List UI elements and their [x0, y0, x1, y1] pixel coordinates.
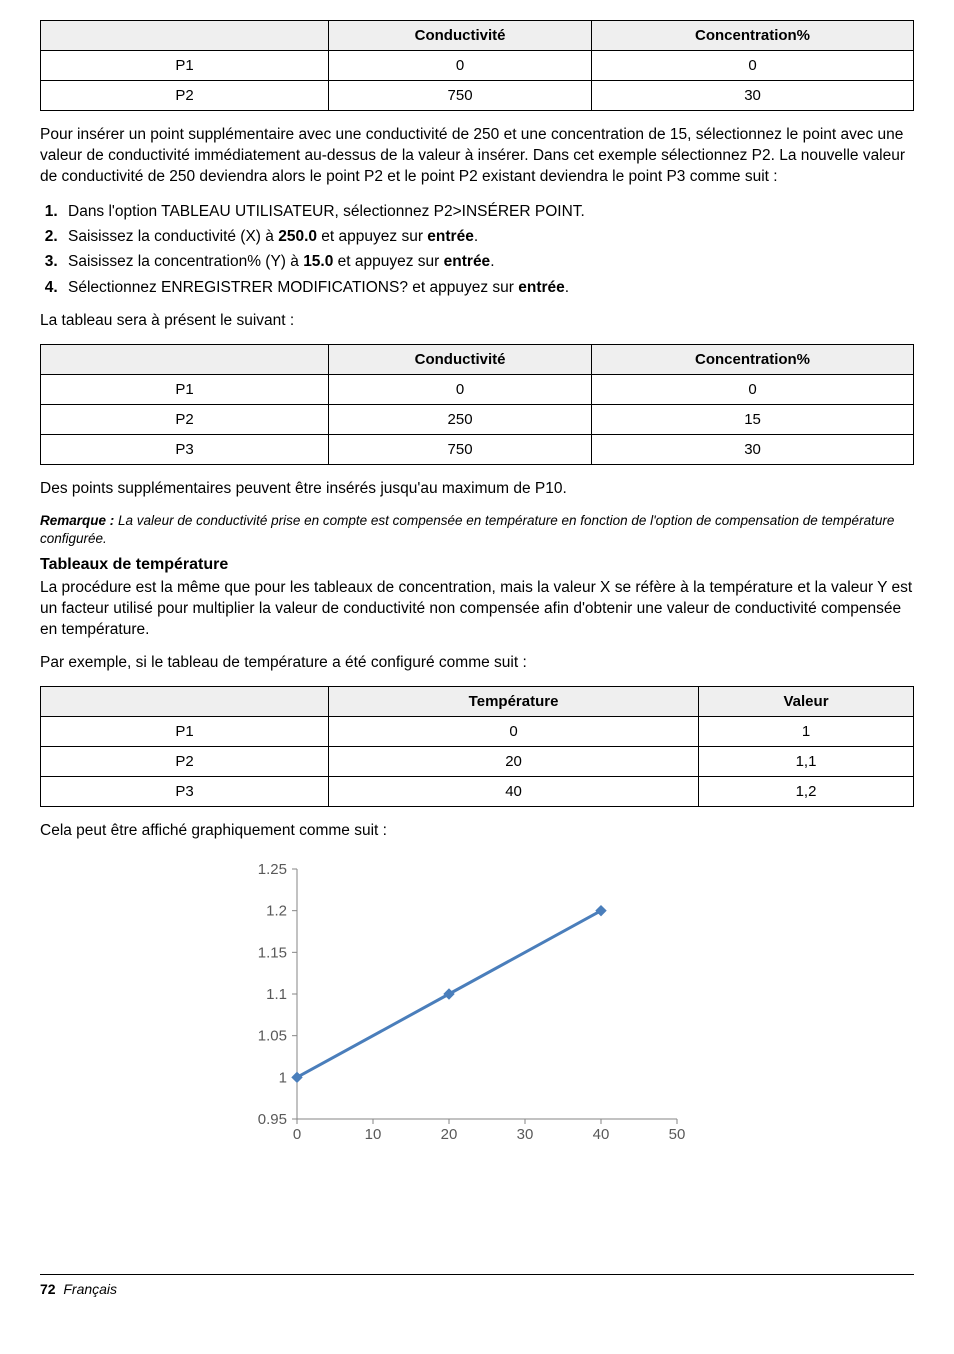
table-cell: P2 [41, 746, 329, 776]
svg-text:1.2: 1.2 [266, 902, 287, 919]
page-number: 72 [40, 1281, 56, 1297]
table-cell: 1 [699, 716, 914, 746]
paragraph-maxpoints: Des points supplémentaires peuvent être … [40, 479, 914, 500]
table-header [41, 686, 329, 716]
svg-text:30: 30 [517, 1126, 534, 1143]
svg-text:10: 10 [365, 1126, 382, 1143]
table-cell: 750 [329, 434, 592, 464]
table-header [41, 21, 329, 51]
note-label: Remarque : [40, 513, 118, 528]
paragraph-temp-intro: La procédure est la même que pour les ta… [40, 578, 914, 641]
table-cell: 1,1 [699, 746, 914, 776]
table-cell: 750 [329, 81, 592, 111]
table-cell: 30 [592, 81, 914, 111]
step-item: Saisissez la conductivité (X) à 250.0 et… [62, 225, 914, 248]
table-row: P3401,2 [41, 776, 914, 806]
table-header: Température [329, 686, 699, 716]
table-cell: 1,2 [699, 776, 914, 806]
table-cell: P3 [41, 434, 329, 464]
table-cell: 250 [329, 404, 592, 434]
svg-text:50: 50 [669, 1126, 686, 1143]
svg-text:1.15: 1.15 [258, 944, 287, 961]
table-cell: 20 [329, 746, 699, 776]
paragraph-chart-lead: Cela peut être affiché graphiquement com… [40, 821, 914, 842]
table-cell: 0 [329, 716, 699, 746]
svg-text:20: 20 [441, 1126, 458, 1143]
table-cell: 30 [592, 434, 914, 464]
table-cell: 0 [592, 51, 914, 81]
page-footer: 72 Français [40, 1274, 914, 1297]
svg-text:1.05: 1.05 [258, 1027, 287, 1044]
table-cell: P2 [41, 81, 329, 111]
table-cell: P2 [41, 404, 329, 434]
svg-text:40: 40 [593, 1126, 610, 1143]
table-cell: P3 [41, 776, 329, 806]
table-conductivity-1: ConductivitéConcentration% P100P275030 [40, 20, 914, 111]
table-header: Valeur [699, 686, 914, 716]
table-cell: 15 [592, 404, 914, 434]
svg-text:1.1: 1.1 [266, 986, 287, 1003]
table-row: P100 [41, 374, 914, 404]
table-cell: P1 [41, 374, 329, 404]
note-text: La valeur de conductivité prise en compt… [40, 513, 894, 546]
svg-text:1.25: 1.25 [258, 861, 287, 878]
table-cell: 0 [592, 374, 914, 404]
table-header [41, 344, 329, 374]
table-header: Concentration% [592, 21, 914, 51]
paragraph-table-lead: La tableau sera à présent le suivant : [40, 311, 914, 332]
paragraph-temp-example: Par exemple, si le tableau de températur… [40, 653, 914, 674]
step-item: Saisissez la concentration% (Y) à 15.0 e… [62, 250, 914, 273]
steps-list: Dans l'option TABLEAU UTILISATEUR, sélec… [40, 200, 914, 299]
table-row: P100 [41, 51, 914, 81]
table-row: P2201,1 [41, 746, 914, 776]
svg-text:0.95: 0.95 [258, 1111, 287, 1128]
table-cell: 0 [329, 374, 592, 404]
table-header: Concentration% [592, 344, 914, 374]
table-cell: 0 [329, 51, 592, 81]
svg-text:1: 1 [279, 1069, 287, 1086]
svg-text:0: 0 [293, 1126, 301, 1143]
table-cell: 40 [329, 776, 699, 806]
footer-language: Français [63, 1281, 117, 1297]
paragraph-intro: Pour insérer un point supplémentaire ave… [40, 125, 914, 188]
table-header: Conductivité [329, 21, 592, 51]
step-item: Sélectionnez ENREGISTRER MODIFICATIONS? … [62, 276, 914, 299]
table-cell: P1 [41, 716, 329, 746]
note-remark: Remarque : La valeur de conductivité pri… [40, 512, 914, 548]
table-header: Conductivité [329, 344, 592, 374]
table-row: P225015 [41, 404, 914, 434]
table-conductivity-2: ConductivitéConcentration% P100P225015P3… [40, 344, 914, 465]
table-row: P101 [41, 716, 914, 746]
heading-temperature-tables: Tableaux de température [40, 556, 914, 574]
step-item: Dans l'option TABLEAU UTILISATEUR, sélec… [62, 200, 914, 223]
table-row: P275030 [41, 81, 914, 111]
table-temperature: TempératureValeur P101P2201,1P3401,2 [40, 686, 914, 807]
temperature-chart: 0.95 1 1.05 1.1 1.15 1.2 1.25 0 10 20 30 40 50 [237, 854, 717, 1154]
table-row: P375030 [41, 434, 914, 464]
table-cell: P1 [41, 51, 329, 81]
